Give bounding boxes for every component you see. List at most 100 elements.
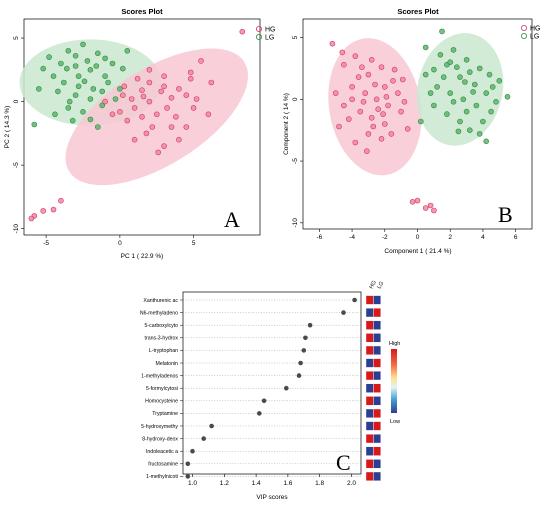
vip-feature-label: 8-hydroxy-deox bbox=[142, 436, 178, 442]
heatmap-cell-hg bbox=[365, 383, 374, 393]
point-b-lg-10 bbox=[460, 96, 467, 103]
heatmap-cell-lg bbox=[373, 421, 381, 431]
point-b-hg-10 bbox=[341, 102, 347, 109]
point-a-lg-8 bbox=[60, 79, 67, 86]
point-a-hg-41 bbox=[40, 208, 47, 214]
point-a-lg-7 bbox=[50, 73, 57, 79]
point-b-lg-35 bbox=[431, 66, 437, 73]
plot-b-ylabel: Component 2 ( 14 %) bbox=[283, 93, 290, 155]
point-b-hg-40 bbox=[414, 197, 421, 204]
point-b-hg-8 bbox=[373, 96, 380, 103]
point-b-lg-24 bbox=[427, 90, 434, 96]
b-xtick-label: 0 bbox=[416, 234, 420, 241]
heatmap-cell-lg bbox=[373, 383, 381, 393]
point-a-lg-5 bbox=[87, 67, 94, 73]
b-ytick-label: 0 bbox=[292, 97, 299, 101]
plot-a-title: Scores Plot bbox=[121, 7, 163, 16]
point-b-hg-9 bbox=[385, 102, 391, 109]
point-b-hg-34 bbox=[380, 111, 386, 117]
point-b-hg-31 bbox=[399, 76, 406, 83]
point-a-lg-24 bbox=[95, 124, 101, 130]
heatmap-cell-hg bbox=[365, 459, 374, 469]
vip-feature-label: L-tryptophan bbox=[149, 348, 178, 354]
vip-feature-label: trans-3-hydrox bbox=[145, 336, 179, 342]
point-b-lg-14 bbox=[444, 111, 450, 117]
point-b-hg-14 bbox=[398, 108, 404, 115]
legend-a-hg-label: HG bbox=[265, 27, 276, 34]
point-b-hg-6 bbox=[349, 84, 355, 90]
point-a-hg-11 bbox=[168, 124, 175, 130]
legend-b-lg-label: LG bbox=[530, 34, 539, 41]
point-a-lg-15 bbox=[99, 102, 105, 109]
heatmap-cell-hg bbox=[365, 295, 374, 305]
vip-feature-label: 1-methyladenos bbox=[141, 373, 178, 379]
point-a-hg-24 bbox=[149, 124, 156, 130]
point-a-hg-6 bbox=[146, 79, 153, 86]
a-xtick-label: 0 bbox=[118, 240, 122, 247]
point-b-lg-21 bbox=[463, 108, 470, 115]
ellipse-b-hg bbox=[328, 38, 422, 176]
point-b-lg-13 bbox=[431, 102, 437, 109]
point-b-lg-20 bbox=[453, 64, 460, 70]
heatmap-cell-hg bbox=[365, 471, 374, 482]
vip-point bbox=[307, 322, 313, 328]
point-a-hg-29 bbox=[205, 111, 212, 118]
point-b-hg-3 bbox=[365, 71, 372, 78]
point-a-lg-22 bbox=[35, 86, 42, 92]
point-a-lg-18 bbox=[109, 60, 116, 67]
point-a-lg-32 bbox=[52, 111, 58, 118]
point-b-lg-25 bbox=[450, 99, 457, 105]
c-xtick-label: 1.8 bbox=[315, 480, 324, 487]
point-a-hg-16 bbox=[183, 124, 190, 130]
vip-feature-label: Indoleacetic a bbox=[146, 449, 178, 455]
point-b-hg-22 bbox=[401, 99, 408, 105]
plot-a-ylabel: PC 2 ( 14.3 %) bbox=[4, 106, 11, 149]
point-a-lg-6 bbox=[102, 73, 108, 79]
vip-feature-label: fructosamine bbox=[148, 462, 178, 468]
legend-a-lg-marker bbox=[255, 34, 262, 41]
vip-feature-label: N6-methyladeno bbox=[140, 310, 178, 316]
point-b-hg-44 bbox=[409, 199, 416, 205]
panel-label-c: C bbox=[336, 450, 351, 475]
point-a-lg-20 bbox=[84, 58, 91, 64]
heatmap-col-hg: HG bbox=[369, 280, 378, 290]
a-ytick-label: -10 bbox=[13, 224, 20, 234]
point-b-hg-42 bbox=[431, 207, 437, 214]
vip-point bbox=[352, 297, 357, 303]
point-a-lg-1 bbox=[80, 41, 86, 48]
point-a-lg-4 bbox=[72, 63, 79, 69]
point-b-lg-32 bbox=[504, 94, 511, 100]
heatmap-cell-hg bbox=[365, 421, 374, 431]
point-a-hg-22 bbox=[190, 105, 197, 111]
vip-feature-label: Xanthurenic ac bbox=[143, 298, 178, 304]
point-a-lg-34 bbox=[102, 55, 108, 62]
point-b-hg-25 bbox=[375, 106, 382, 112]
heatmap-cell-lg bbox=[373, 471, 381, 482]
vip-plot-c: Xanthurenic ac N6-methyladeno 5-carboxylcy… bbox=[140, 280, 400, 501]
point-a-hg-10 bbox=[154, 111, 160, 118]
point-b-lg-22 bbox=[437, 51, 444, 58]
point-b-lg-23 bbox=[493, 99, 499, 105]
point-a-hg-12 bbox=[183, 92, 190, 98]
point-b-lg-15 bbox=[457, 118, 463, 125]
point-a-hg-44 bbox=[28, 215, 35, 222]
point-b-hg-29 bbox=[352, 139, 359, 146]
point-b-hg-24 bbox=[360, 99, 367, 105]
vip-feature-label: 5-formylcytosi bbox=[146, 386, 178, 392]
point-b-hg-18 bbox=[395, 90, 401, 96]
point-b-hg-11 bbox=[357, 108, 364, 115]
point-b-lg-12 bbox=[488, 108, 494, 115]
point-a-lg-11 bbox=[105, 79, 111, 86]
point-a-hg-4 bbox=[120, 92, 126, 98]
point-a-lg-19 bbox=[124, 47, 131, 54]
point-a-hg-25 bbox=[173, 114, 179, 120]
point-a-hg-18 bbox=[168, 95, 175, 101]
plot-a-frame bbox=[23, 18, 261, 236]
scores-plot-a: Scores Plot -5 0 5 -10-505 PC 1 ( 22.9 %) … bbox=[4, 7, 276, 260]
point-b-hg-26 bbox=[345, 116, 352, 122]
point-b-hg-2 bbox=[352, 53, 359, 59]
vip-point bbox=[303, 335, 308, 341]
legend-b-hg-marker bbox=[521, 24, 528, 31]
point-b-lg-27 bbox=[486, 71, 493, 78]
